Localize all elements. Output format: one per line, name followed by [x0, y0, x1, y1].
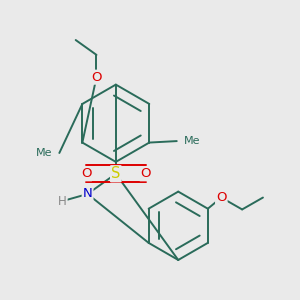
Text: Me: Me	[35, 148, 52, 158]
Text: H: H	[58, 195, 67, 208]
Text: S: S	[111, 166, 121, 181]
Text: O: O	[91, 71, 102, 84]
Text: O: O	[140, 167, 151, 180]
Text: O: O	[216, 191, 226, 204]
Text: N: N	[83, 188, 92, 200]
Text: O: O	[81, 167, 91, 180]
Text: Me: Me	[184, 136, 201, 146]
